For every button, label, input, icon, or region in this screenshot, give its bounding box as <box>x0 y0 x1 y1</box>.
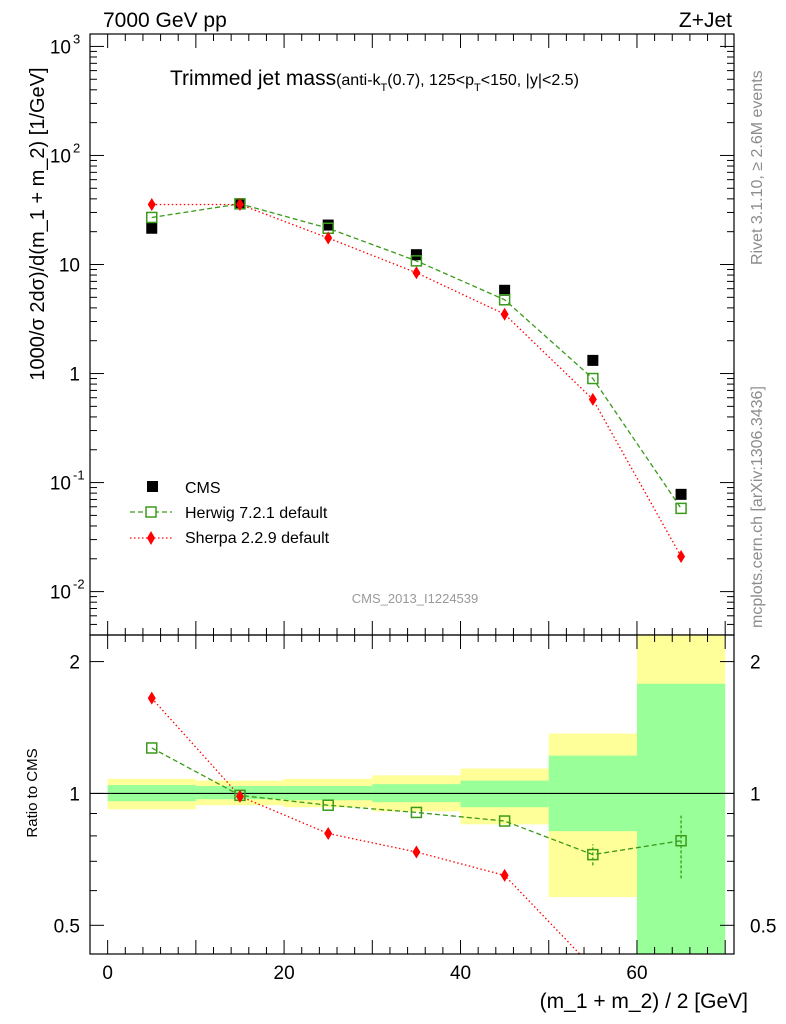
legend-cms-label: CMS <box>185 480 221 497</box>
x-axis-label: (m_1 + m_2) / 2 [GeV] <box>540 990 748 1013</box>
main-y-tick-exponent: 2 <box>73 140 80 155</box>
ratio-series-points <box>146 691 687 974</box>
main-subtitle-part-0: (anti-k <box>336 72 381 89</box>
main-y-axis-label: 1000/σ 2dσ)/d(m_1 + m_2) [1/GeV] <box>27 67 49 380</box>
ratio-x-tick-label: 20 <box>274 963 295 984</box>
ratio-diamond-dotted-point <box>500 868 509 882</box>
main-filled-square-point <box>675 488 687 500</box>
header-process-label: Z+Jet <box>679 9 732 32</box>
main-diamond-dotted-point <box>412 266 421 280</box>
main-open-square-dashed-point <box>410 255 423 267</box>
analysis-watermark: CMS_2013_I1224539 <box>352 591 479 606</box>
ratio-diamond-dotted-point <box>147 691 156 705</box>
main-diamond-dotted-point <box>588 392 597 406</box>
main-open-square-dashed-point <box>587 372 599 385</box>
ratio-open-square-dashed-point <box>498 815 511 827</box>
ratio-axes <box>89 634 735 955</box>
ratio-open-square-dashed-point <box>146 742 158 754</box>
main-y-tick-exponent: -2 <box>73 577 85 592</box>
legend-sherpa-label: Sherpa 2.2.9 default <box>185 530 330 547</box>
main-filled-square-point <box>499 284 511 296</box>
main-title-text: Trimmed jet mass <box>170 67 336 90</box>
main-y-tick-label: 10 <box>50 146 71 167</box>
main-filled-square-point <box>322 219 334 231</box>
main-y-tick-exponent: 3 <box>73 31 80 46</box>
main-open-square-dashed-point <box>675 502 687 515</box>
main-open-square-dashed-point <box>498 294 511 306</box>
ratio-x-tick-label: 0 <box>102 963 113 984</box>
main-diamond-dotted-point <box>677 549 686 563</box>
main-y-tick-label: 1 <box>69 365 80 386</box>
rivet-version-label: Rivet 3.1.10, ≥ 2.6M events <box>749 70 766 265</box>
ratio-diamond-dotted-point <box>324 827 333 841</box>
ratio-x-tick-label: 60 <box>626 963 647 984</box>
legend-sherpa-marker <box>147 531 155 545</box>
ratio-open-square-dashed-point <box>322 799 334 811</box>
main-diamond-dotted-point <box>500 307 509 321</box>
ratio-open-square-dashed-point <box>587 848 599 861</box>
main-diamond-dotted-point <box>147 198 156 212</box>
legend: CMS Herwig 7.2.1 default Sherpa 2.2.9 de… <box>130 480 330 547</box>
ratio-y-tick-label-left: 1 <box>69 784 80 805</box>
main-y-tick-label: 10 <box>50 583 71 604</box>
main-open-square-dashed-point <box>146 211 158 224</box>
ratio-y-tick-label-right: 0.5 <box>750 916 776 937</box>
main-title: Trimmed jet mass(anti-kT(0.7), 125<pT<15… <box>170 67 579 94</box>
ratio-diamond-dotted-point <box>412 845 421 859</box>
ratio-y-tick-label-left: 0.5 <box>54 916 80 937</box>
main-subtitle-part-1: T <box>381 82 388 94</box>
ratio-diamond-dotted-point <box>589 961 597 974</box>
legend-cms-marker <box>147 481 158 492</box>
legend-herwig-label: Herwig 7.2.1 default <box>185 505 328 522</box>
ratio-x-tick-label: 40 <box>450 963 471 984</box>
ratio-frame <box>89 634 735 955</box>
main-series-points <box>146 198 687 563</box>
ratio-open-square-dashed-point <box>410 806 423 819</box>
main-filled-square-point <box>146 222 158 234</box>
ratio-band-green <box>636 683 726 954</box>
ratio-diamond-dotted-point <box>235 789 244 803</box>
main-filled-square-point <box>587 354 599 366</box>
main-y-tick-label: 10 <box>50 474 71 495</box>
mcplots-reference-label: mcplots.cern.ch [arXiv:1306.3436] <box>749 386 766 628</box>
main-subtitle-part-4: <150, |y|<2.5) <box>481 72 579 89</box>
header-energy-label: 7000 GeV pp <box>103 9 227 32</box>
main-filled-square-point <box>410 249 422 261</box>
ratio-y-tick-label-left: 2 <box>69 653 80 674</box>
ratio-y-axis-label: Ratio to CMS <box>24 748 41 837</box>
legend-herwig-marker <box>145 506 157 518</box>
main-diamond-dotted-point <box>324 231 333 245</box>
ratio-tick-labels: 0.5 0.51 12 20 20 40 60 <box>54 653 777 984</box>
ratio-uncertainty-bands <box>90 635 734 954</box>
main-diamond-dotted-point <box>235 198 244 212</box>
main-subtitle-part-3: T <box>474 82 481 94</box>
ratio-open-square-dashed-point <box>675 834 687 847</box>
ratio-y-tick-label-right: 1 <box>750 784 761 805</box>
main-y-tick-label: 10 <box>59 255 80 276</box>
ratio-panel: 0.5 0.51 12 20 20 40 60 Ratio to CMS (m_1 + m_… <box>24 634 777 1013</box>
main-subtitle-part-2: (0.7), 125<p <box>387 72 474 89</box>
main-y-tick-exponent: -1 <box>73 468 85 483</box>
ratio-y-tick-label-right: 2 <box>750 653 761 674</box>
main-y-tick-label: 10 <box>50 37 71 58</box>
